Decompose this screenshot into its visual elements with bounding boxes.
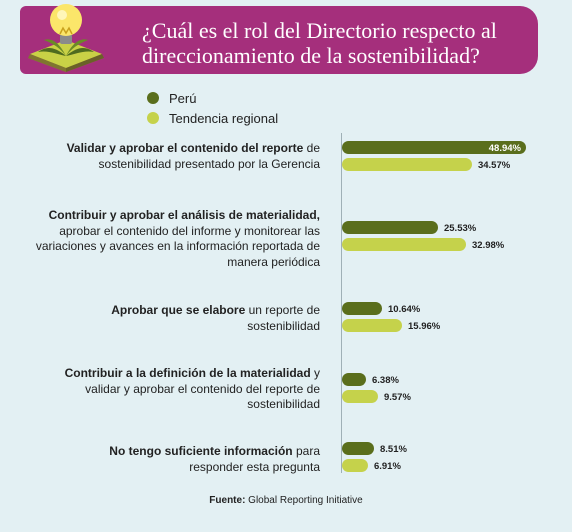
bar-value-label: 48.94%	[489, 143, 522, 154]
category-label: Aprobar que se elabore un reporte de sos…	[80, 303, 320, 334]
category-label: Contribuir a la definición de la materia…	[40, 366, 320, 413]
legend-item-peru: Perú	[147, 88, 278, 108]
legend-dot	[147, 112, 159, 124]
legend-item-regional: Tendencia regional	[147, 108, 278, 128]
source-label: Fuente:	[209, 495, 246, 506]
source-text: Global Reporting Initiative	[245, 495, 363, 506]
bar-regional	[342, 390, 378, 403]
legend-label: Perú	[169, 90, 197, 106]
category-label-rest: aprobar el contenido del informe y monit…	[35, 223, 320, 269]
category-label-rest: de sostenibilidad presentado por la Gere…	[98, 141, 320, 171]
category-label: Contribuir y aprobar el análisis de mate…	[20, 208, 320, 270]
bar-regional	[342, 459, 368, 472]
bar-value-label: 8.51%	[380, 444, 407, 455]
category-label-bold: Aprobar que se elabore	[111, 303, 246, 317]
bar-regional	[342, 158, 472, 171]
bar-value-label: 34.57%	[478, 160, 511, 171]
category-label-bold: No tengo suficiente información	[109, 444, 293, 458]
bar-peru	[342, 302, 383, 315]
category-label-bold: Validar y aprobar el contenido del repor…	[66, 141, 304, 155]
bar-regional	[342, 319, 403, 332]
bar-peru	[342, 442, 374, 455]
bar-peru	[342, 141, 527, 154]
bar-peru	[342, 373, 366, 386]
bar-value-label: 6.91%	[374, 461, 401, 472]
bar-peru	[342, 221, 438, 234]
bar-value-label: 15.96%	[408, 321, 441, 332]
category-label-bold: Contribuir a la definición de la materia…	[64, 366, 311, 380]
bar-value-label: 25.53%	[444, 223, 477, 234]
chart-axis-line	[341, 133, 342, 473]
lightbulb-plant-icon	[22, 0, 110, 76]
category-label: Validar y aprobar el contenido del repor…	[20, 141, 320, 172]
category-label-rest: un reporte de sostenibilidad	[245, 303, 320, 333]
category-label-rest: para responder esta pregunta	[189, 444, 320, 474]
bar-value-label: 9.57%	[384, 392, 411, 403]
source-note: Fuente: Global Reporting Initiative	[0, 495, 572, 506]
legend-dot	[147, 92, 159, 104]
title-banner: ¿Cuál es el rol del Directorio respecto …	[20, 6, 538, 74]
page-title: ¿Cuál es el rol del Directorio respecto …	[142, 18, 497, 68]
bar-value-label: 6.38%	[372, 375, 399, 386]
legend: Perú Tendencia regional	[147, 88, 278, 128]
legend-label: Tendencia regional	[169, 110, 279, 126]
category-label-bold: Contribuir y aprobar el análisis de mate…	[48, 208, 320, 222]
bar-value-label: 10.64%	[388, 304, 421, 315]
bar-value-label: 32.98%	[472, 240, 505, 251]
category-label-rest: y validar y aprobar el contenido del rep…	[85, 366, 320, 411]
bar-regional	[342, 238, 467, 251]
category-label: No tengo suficiente información para res…	[80, 444, 320, 475]
